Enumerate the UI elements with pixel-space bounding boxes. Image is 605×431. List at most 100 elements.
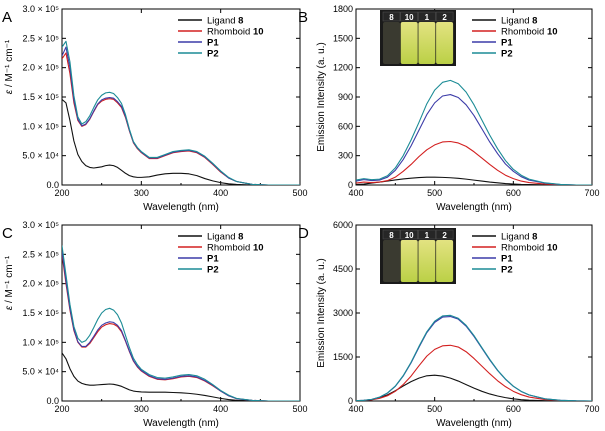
x-tick-label: 500	[292, 404, 307, 414]
series-line-rhomboid	[356, 344, 592, 401]
panel-letter: B	[298, 9, 308, 26]
y-tick-label: 5.0 × 10⁴	[22, 151, 59, 161]
legend-label-p2: P2	[207, 49, 219, 60]
y-tick-label: 0	[348, 180, 353, 190]
legend-label-number: 10	[547, 27, 558, 38]
legend-label-rhomboid: Rhomboid 10	[207, 27, 264, 38]
x-tick-label: 700	[584, 404, 599, 414]
legend-label-p2: P2	[501, 265, 513, 276]
vial-10	[400, 240, 418, 282]
legend-label-text: Rhomboid	[207, 27, 253, 38]
x-tick-label: 400	[348, 188, 363, 198]
vial-2	[436, 240, 454, 282]
y-axis-label: ε / M⁻¹ cm⁻¹	[4, 39, 15, 94]
y-tick-label: 6000	[333, 220, 353, 230]
x-tick-label: 500	[427, 188, 442, 198]
y-axis-label-units: / M⁻¹ cm⁻¹	[4, 255, 15, 306]
legend-label-number: 8	[532, 232, 537, 243]
legend-label-number: 10	[253, 27, 264, 38]
y-tick-label: 600	[338, 121, 353, 131]
legend-label-text: P2	[207, 49, 219, 60]
x-axis-label: Wavelength (nm)	[436, 418, 512, 429]
vial-cap	[400, 229, 418, 240]
y-tick-label: 1200	[333, 63, 353, 73]
vial-label: 1	[425, 231, 430, 240]
vial-label: 2	[442, 231, 447, 240]
y-axis-label: ε / M⁻¹ cm⁻¹	[4, 255, 15, 310]
legend-label-number: 10	[547, 243, 558, 254]
vial-cap	[418, 11, 436, 22]
x-tick-label: 600	[506, 188, 521, 198]
y-tick-label: 0.0	[46, 396, 59, 406]
y-tick-label: 4500	[333, 264, 353, 274]
series-line-ligand	[62, 98, 300, 185]
x-tick-label: 500	[292, 188, 307, 198]
legend-label-number: 8	[238, 16, 243, 27]
legend-label-text: Rhomboid	[501, 243, 547, 254]
legend-label-ligand: Ligand 8	[207, 16, 243, 27]
x-tick-label: 700	[584, 188, 599, 198]
panel-letter: D	[298, 225, 309, 242]
legend-label-ligand: Ligand 8	[501, 232, 537, 243]
panel-D: D 400 500 600 700 0 1500 3000 4500 6000 Wavelength…	[298, 220, 600, 429]
series-line-ligand	[62, 352, 300, 401]
y-tick-label: 3.0 × 10⁵	[22, 220, 59, 230]
vial-label: 1	[425, 13, 430, 22]
x-tick-label: 400	[213, 188, 228, 198]
legend-label-p2: P2	[207, 265, 219, 276]
legend-label-ligand: Ligand 8	[207, 232, 243, 243]
y-tick-label: 2.0 × 10⁵	[22, 279, 59, 289]
legend-label-ligand: Ligand 8	[501, 16, 537, 27]
x-tick-label: 400	[348, 404, 363, 414]
y-tick-label: 300	[338, 151, 353, 161]
vial-1	[418, 240, 436, 282]
series-line-rhomboid	[356, 140, 592, 185]
vial-1	[418, 22, 436, 64]
y-axis-label-symbol: ε	[4, 89, 15, 94]
vial-10	[400, 22, 418, 64]
y-axis-label-symbol: ε	[4, 305, 15, 310]
series-line-p2	[356, 79, 592, 185]
legend-label-number: 8	[532, 16, 537, 27]
panel-letter: C	[2, 225, 13, 242]
y-tick-label: 1500	[333, 33, 353, 43]
legend-label-text: Ligand	[207, 16, 238, 27]
series-line-p2	[62, 40, 300, 185]
y-tick-label: 2.5 × 10⁵	[22, 249, 59, 259]
series-line-ligand	[356, 176, 592, 185]
legend-label-text: Ligand	[501, 232, 532, 243]
x-tick-label: 600	[506, 404, 521, 414]
vial-cap	[435, 11, 454, 22]
series-line-rhomboid	[62, 52, 300, 185]
series-line-p2	[356, 314, 592, 401]
legend-label-p2: P2	[501, 49, 513, 60]
panel-letter: A	[2, 9, 12, 26]
legend-label-rhomboid: Rhomboid 10	[207, 243, 264, 254]
legend-label-text: P2	[207, 265, 219, 276]
plot-frame	[61, 8, 301, 186]
legend-label-text: P2	[501, 265, 513, 276]
legend-label-text: Ligand	[501, 16, 532, 27]
legend-label-rhomboid: Rhomboid 10	[501, 27, 558, 38]
vial-label: 2	[442, 13, 447, 22]
y-tick-label: 900	[338, 92, 353, 102]
legend-label-text: Rhomboid	[207, 243, 253, 254]
vial-2	[436, 22, 454, 64]
vial-label: 8	[389, 231, 394, 240]
y-tick-label: 3.0 × 10⁵	[22, 4, 59, 14]
x-tick-label: 200	[54, 188, 69, 198]
y-tick-label: 0	[348, 396, 353, 406]
panel-A: A 200 300 400 500 0.0 5.0 × 10⁴ 1.0 × 10⁵ 1.5 × …	[2, 4, 308, 213]
y-tick-label: 3000	[333, 308, 353, 318]
y-tick-label: 1.5 × 10⁵	[22, 308, 59, 318]
x-tick-label: 400	[213, 404, 228, 414]
vial-8	[383, 22, 400, 64]
legend-label-p1: P1	[207, 254, 219, 265]
series-line-rhomboid	[62, 254, 300, 401]
legend-label-text: Ligand	[207, 232, 238, 243]
y-tick-label: 1500	[333, 352, 353, 362]
legend-label-text: Rhomboid	[501, 27, 547, 38]
